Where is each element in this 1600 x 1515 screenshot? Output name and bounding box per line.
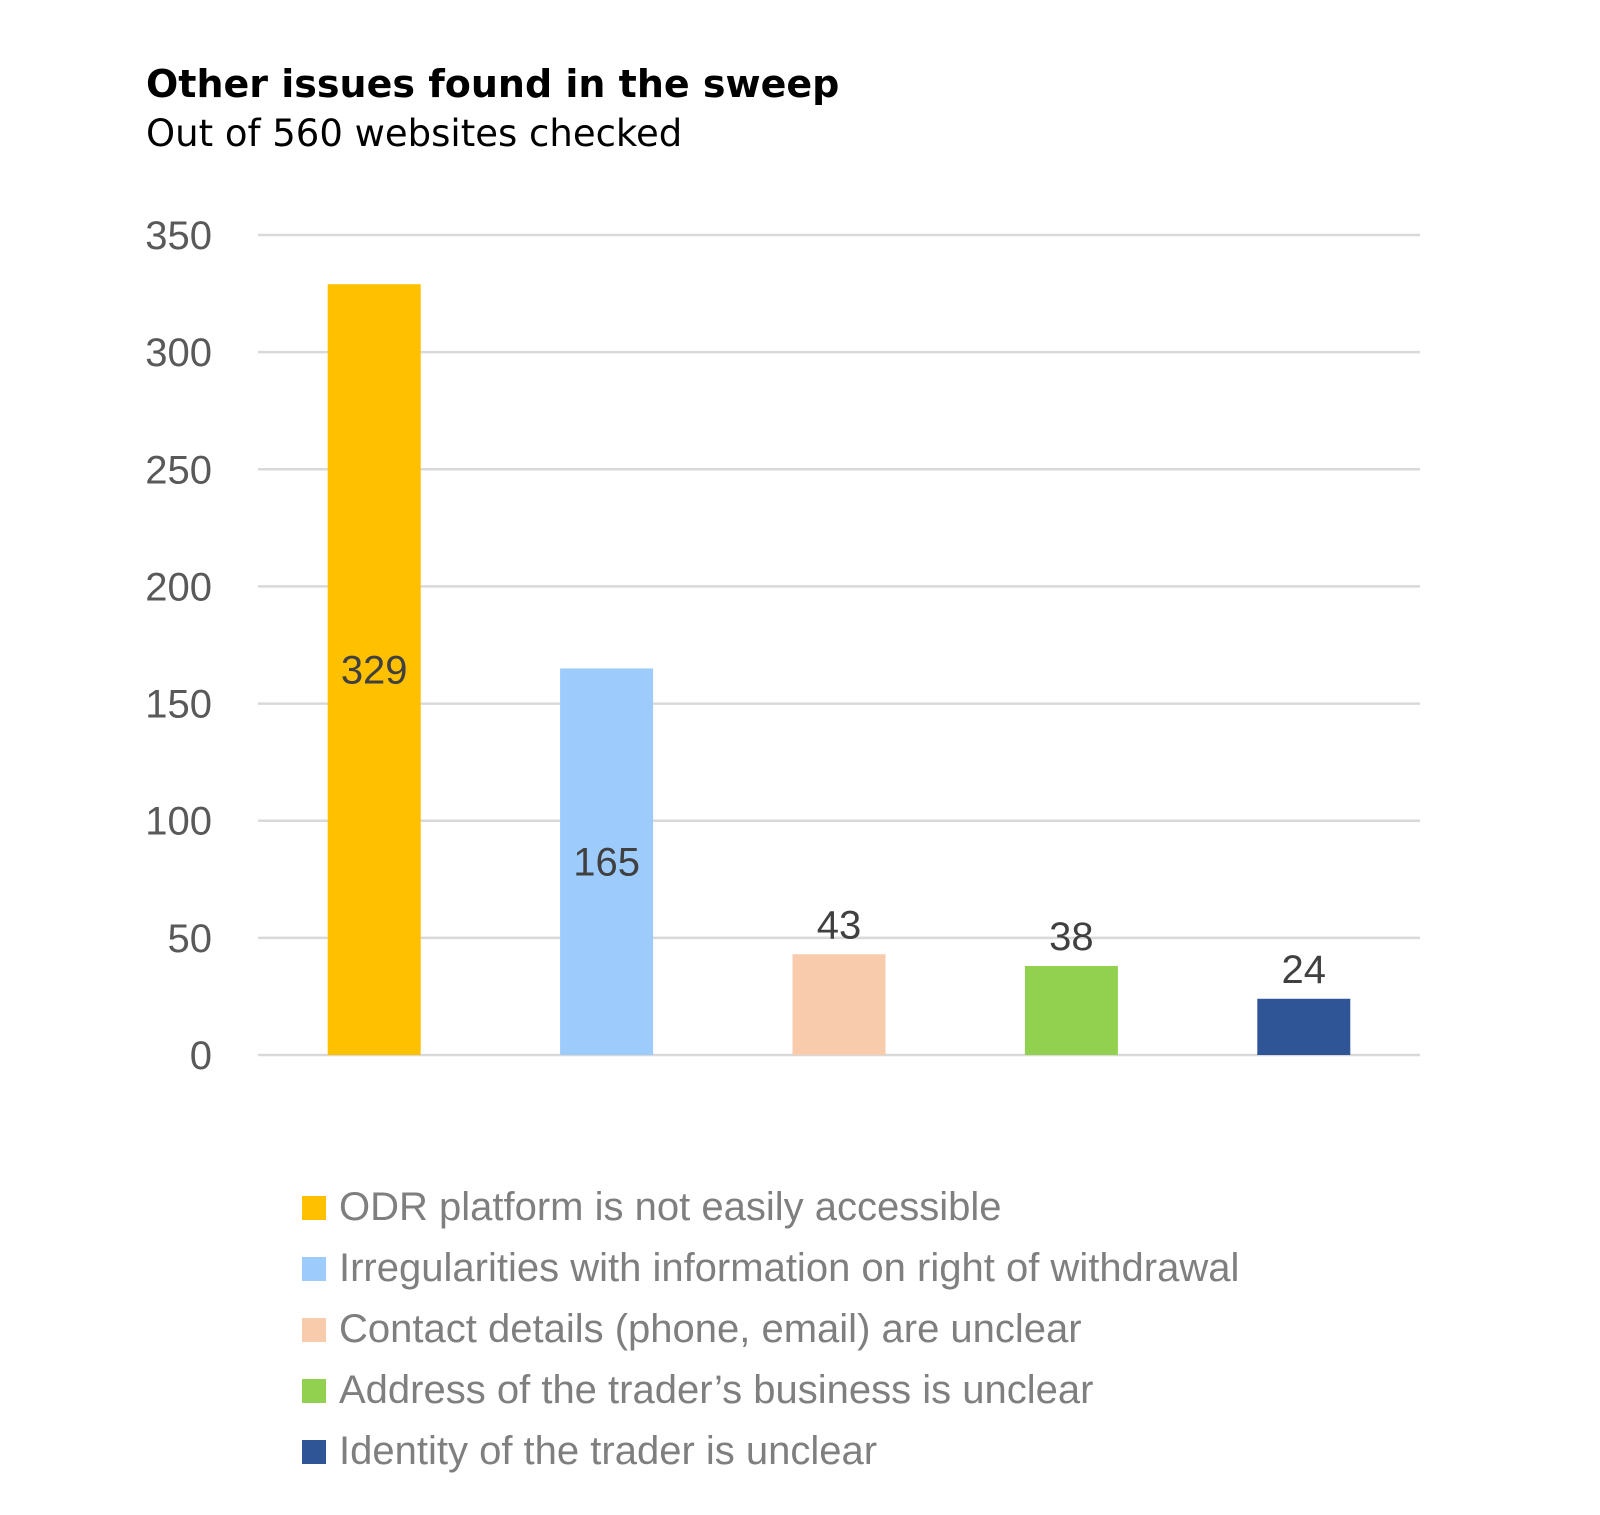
bar-chart: 0 50 100 150 200 250 300 350 329 165 43 38 24 (145, 214, 1420, 1078)
data-label: 329 (341, 649, 408, 693)
y-tick-label: 150 (145, 683, 212, 727)
legend-swatch (302, 1317, 326, 1342)
bar (1024, 965, 1118, 1055)
data-label: 43 (817, 903, 862, 947)
data-label: 165 (573, 841, 640, 885)
gridlines (258, 233, 1420, 1057)
bar (327, 284, 421, 1055)
legend-label: ODR platform is not easily accessible (339, 1185, 1002, 1229)
legend-label: Irregularities with information on right… (339, 1246, 1240, 1290)
y-axis-ticks: 0 50 100 150 200 250 300 350 (145, 214, 212, 1078)
legend-swatch (302, 1195, 326, 1220)
y-tick-label: 300 (145, 331, 212, 375)
legend-item: Address of the trader’s business is uncl… (302, 1360, 1239, 1421)
legend-swatch (302, 1378, 326, 1403)
y-tick-label: 250 (145, 448, 212, 492)
legend-item: Identity of the trader is unclear (302, 1421, 1239, 1482)
legend-label: Contact details (phone, email) are uncle… (339, 1307, 1082, 1351)
legend: ODR platform is not easily accessible Irr… (302, 1177, 1239, 1482)
data-label: 38 (1049, 915, 1094, 959)
legend-swatch (302, 1439, 326, 1464)
legend-item: Contact details (phone, email) are uncle… (302, 1299, 1239, 1360)
y-tick-label: 50 (168, 917, 213, 961)
legend-item: ODR platform is not easily accessible (302, 1177, 1239, 1238)
bar (560, 668, 654, 1055)
chart-title: Other issues found in the sweep (146, 62, 840, 106)
bar (792, 954, 886, 1055)
legend-label: Address of the trader’s business is uncl… (339, 1368, 1094, 1412)
bar (1257, 998, 1351, 1055)
legend-label: Identity of the trader is unclear (339, 1429, 878, 1473)
y-tick-label: 200 (145, 565, 212, 609)
bars (327, 284, 1351, 1055)
y-tick-label: 100 (145, 800, 212, 844)
y-tick-label: 350 (145, 214, 212, 258)
y-tick-label: 0 (190, 1034, 212, 1078)
legend-item: Irregularities with information on right… (302, 1238, 1239, 1299)
data-label: 24 (1282, 948, 1327, 992)
chart-subtitle: Out of 560 websites checked (146, 112, 683, 155)
data-labels: 329 165 43 38 24 (341, 649, 1326, 992)
legend-swatch (302, 1256, 326, 1281)
